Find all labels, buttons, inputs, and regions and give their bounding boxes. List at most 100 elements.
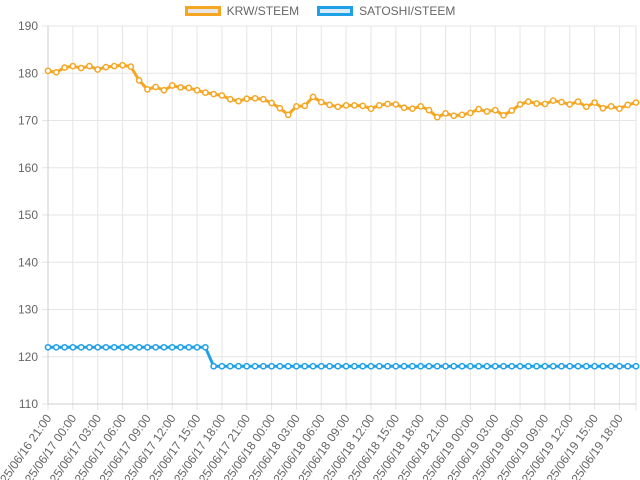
data-point-krw-steem <box>61 64 68 71</box>
data-point-krw-steem <box>632 99 640 106</box>
data-point-krw-steem <box>425 106 433 114</box>
data-point-satoshi-steem <box>293 362 300 370</box>
data-point-satoshi-steem <box>367 362 375 370</box>
gridlines <box>42 25 637 410</box>
data-point-satoshi-steem <box>624 362 632 370</box>
data-point-satoshi-steem <box>251 362 259 370</box>
data-point-satoshi-steem <box>152 343 160 351</box>
data-point-krw-steem <box>442 110 449 117</box>
data-point-satoshi-steem <box>616 362 623 370</box>
data-point-krw-steem <box>102 63 110 71</box>
y-tick-label: 130 <box>18 303 38 317</box>
data-point-krw-steem <box>202 89 209 96</box>
data-point-krw-steem <box>77 64 85 72</box>
data-point-satoshi-steem <box>160 343 168 351</box>
data-point-krw-steem <box>367 105 375 113</box>
data-point-krw-steem <box>276 104 284 112</box>
data-point-krw-steem <box>251 94 259 102</box>
data-point-krw-steem <box>268 99 275 107</box>
data-point-krw-steem <box>301 102 309 110</box>
data-point-satoshi-steem <box>276 362 284 370</box>
data-point-satoshi-steem <box>317 362 325 370</box>
data-point-satoshi-steem <box>226 362 234 370</box>
data-point-satoshi-steem <box>359 362 367 370</box>
data-point-krw-steem <box>326 101 333 109</box>
data-point-krw-steem <box>284 111 292 119</box>
data-point-krw-steem <box>400 104 408 112</box>
data-point-krw-steem <box>607 102 615 110</box>
data-point-satoshi-steem <box>102 343 110 351</box>
data-point-satoshi-steem <box>309 362 317 370</box>
data-point-satoshi-steem <box>375 362 383 370</box>
data-point-krw-steem <box>624 101 632 109</box>
y-tick-label: 140 <box>18 255 38 269</box>
data-point-satoshi-steem <box>500 362 507 370</box>
data-point-satoshi-steem <box>135 343 143 351</box>
data-point-krw-steem <box>110 62 118 70</box>
series-krw-steem <box>44 61 640 121</box>
data-point-krw-steem <box>491 106 499 114</box>
data-point-krw-steem <box>135 76 143 84</box>
data-point-krw-steem <box>599 104 607 112</box>
data-point-krw-steem <box>582 103 590 111</box>
data-point-satoshi-steem <box>450 362 458 370</box>
data-point-krw-steem <box>566 101 574 108</box>
data-point-krw-steem <box>458 111 466 119</box>
legend-swatch-satoshi-steem <box>317 6 354 16</box>
data-point-krw-steem <box>193 86 201 94</box>
data-point-satoshi-steem <box>110 343 118 351</box>
data-point-satoshi-steem <box>235 362 242 370</box>
data-point-satoshi-steem <box>301 362 309 370</box>
data-point-satoshi-steem <box>177 343 184 351</box>
data-point-krw-steem <box>500 111 507 119</box>
data-point-satoshi-steem <box>284 362 292 370</box>
data-point-satoshi-steem <box>467 362 474 370</box>
data-point-satoshi-steem <box>409 362 416 370</box>
data-point-satoshi-steem <box>599 362 607 370</box>
data-point-satoshi-steem <box>44 343 52 351</box>
data-point-satoshi-steem <box>574 362 582 370</box>
data-point-krw-steem <box>524 98 532 105</box>
data-point-satoshi-steem <box>475 362 482 370</box>
data-point-satoshi-steem <box>508 362 516 370</box>
data-point-krw-steem <box>86 62 93 70</box>
data-point-krw-steem <box>342 102 350 109</box>
data-point-krw-steem <box>52 68 60 76</box>
data-point-krw-steem <box>44 67 52 75</box>
data-point-krw-steem <box>168 82 176 89</box>
data-point-satoshi-steem <box>185 343 193 351</box>
data-point-satoshi-steem <box>94 343 102 351</box>
data-point-satoshi-steem <box>342 362 350 370</box>
data-point-krw-steem <box>467 109 474 117</box>
data-point-satoshi-steem <box>334 362 342 370</box>
data-point-krw-steem <box>533 100 540 107</box>
data-point-krw-steem <box>549 97 557 105</box>
legend-item-krw-steem[interactable]: KRW/STEEM <box>184 4 299 18</box>
y-tick-label: 110 <box>19 397 38 411</box>
data-point-satoshi-steem <box>52 343 60 351</box>
data-point-satoshi-steem <box>400 362 408 370</box>
data-point-krw-steem <box>144 85 151 93</box>
legend-item-satoshi-steem[interactable]: SATOSHI/STEEM <box>317 4 455 18</box>
legend-swatch-krw-steem <box>184 6 221 16</box>
data-point-krw-steem <box>450 112 458 120</box>
data-point-krw-steem <box>591 99 598 106</box>
data-point-satoshi-steem <box>218 362 226 370</box>
data-point-krw-steem <box>475 105 482 113</box>
data-point-krw-steem <box>433 113 441 121</box>
data-point-satoshi-steem <box>541 362 549 370</box>
data-point-krw-steem <box>616 105 623 113</box>
data-point-krw-steem <box>293 102 300 110</box>
y-tick-label: 120 <box>18 350 38 364</box>
data-point-krw-steem <box>226 95 234 103</box>
data-point-krw-steem <box>351 102 358 109</box>
data-point-satoshi-steem <box>127 343 135 351</box>
data-point-satoshi-steem <box>442 362 449 370</box>
data-point-satoshi-steem <box>144 343 151 351</box>
data-point-satoshi-steem <box>582 362 590 370</box>
legend: KRW/STEEM SATOSHI/STEEM <box>0 4 640 18</box>
data-point-satoshi-steem <box>86 343 93 351</box>
data-point-satoshi-steem <box>259 362 267 370</box>
data-point-krw-steem <box>119 61 126 69</box>
data-point-satoshi-steem <box>491 362 499 370</box>
